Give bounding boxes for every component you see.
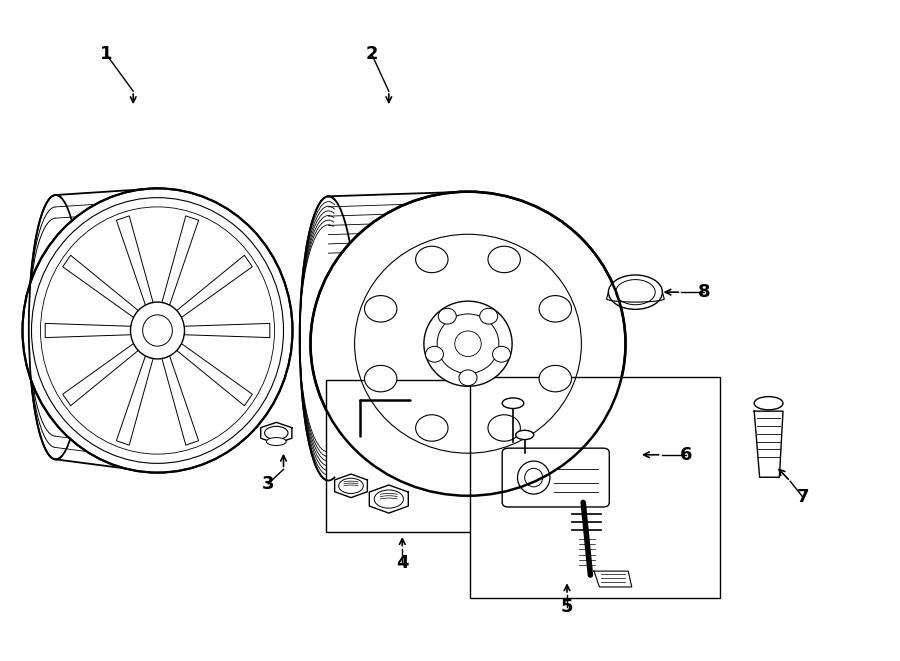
Text: 5: 5 bbox=[561, 598, 573, 616]
Polygon shape bbox=[45, 323, 130, 338]
Ellipse shape bbox=[300, 196, 357, 481]
Ellipse shape bbox=[310, 192, 626, 496]
Polygon shape bbox=[176, 255, 252, 317]
Ellipse shape bbox=[426, 346, 444, 362]
Text: 8: 8 bbox=[698, 283, 710, 301]
Ellipse shape bbox=[29, 195, 83, 459]
Polygon shape bbox=[162, 216, 199, 305]
Ellipse shape bbox=[539, 295, 572, 322]
Text: 1: 1 bbox=[100, 45, 112, 63]
Text: 2: 2 bbox=[365, 45, 378, 63]
Ellipse shape bbox=[480, 308, 498, 324]
Ellipse shape bbox=[492, 346, 510, 362]
Ellipse shape bbox=[22, 188, 292, 473]
Ellipse shape bbox=[488, 247, 520, 273]
Polygon shape bbox=[594, 571, 632, 587]
Polygon shape bbox=[63, 344, 139, 406]
Ellipse shape bbox=[502, 398, 524, 408]
Ellipse shape bbox=[754, 397, 783, 410]
Polygon shape bbox=[754, 411, 783, 477]
Ellipse shape bbox=[608, 275, 662, 309]
Polygon shape bbox=[162, 356, 199, 445]
Ellipse shape bbox=[488, 414, 520, 441]
Bar bbox=[326, 380, 477, 532]
Polygon shape bbox=[261, 422, 292, 444]
Text: 3: 3 bbox=[262, 475, 274, 493]
Text: 4: 4 bbox=[396, 554, 409, 572]
Polygon shape bbox=[335, 474, 367, 498]
Ellipse shape bbox=[539, 366, 572, 392]
Ellipse shape bbox=[516, 430, 534, 440]
Ellipse shape bbox=[424, 301, 512, 386]
Ellipse shape bbox=[416, 414, 448, 441]
Ellipse shape bbox=[416, 247, 448, 273]
Ellipse shape bbox=[266, 438, 286, 446]
Bar bbox=[470, 377, 720, 598]
FancyBboxPatch shape bbox=[502, 448, 609, 507]
Ellipse shape bbox=[459, 370, 477, 386]
Polygon shape bbox=[116, 356, 153, 445]
Text: 6: 6 bbox=[680, 446, 692, 464]
Ellipse shape bbox=[364, 366, 397, 392]
Text: 7: 7 bbox=[796, 488, 809, 506]
Ellipse shape bbox=[130, 302, 184, 359]
Polygon shape bbox=[116, 216, 153, 305]
Polygon shape bbox=[63, 255, 139, 317]
Ellipse shape bbox=[364, 295, 397, 322]
Polygon shape bbox=[176, 344, 252, 406]
Ellipse shape bbox=[438, 308, 456, 324]
Ellipse shape bbox=[518, 461, 550, 494]
Polygon shape bbox=[184, 323, 270, 338]
Polygon shape bbox=[369, 485, 409, 513]
